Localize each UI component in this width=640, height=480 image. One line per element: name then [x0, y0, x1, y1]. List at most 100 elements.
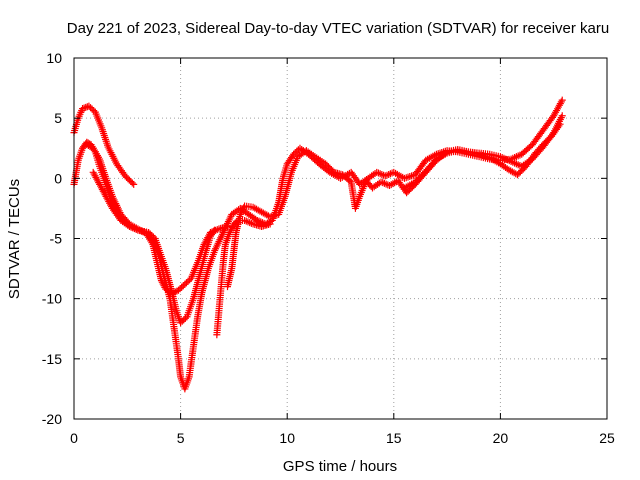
data-point: [414, 175, 422, 183]
data-point: [237, 209, 245, 217]
data-point: [174, 286, 182, 294]
data-point: [266, 220, 274, 228]
data-point: [226, 227, 234, 235]
data-point: [291, 149, 299, 157]
data-point: [224, 222, 232, 230]
data-point: [379, 179, 387, 187]
data-point: [558, 96, 566, 104]
data-point: [128, 179, 136, 187]
data-point: [293, 147, 301, 155]
data-point: [376, 170, 384, 178]
data-point: [406, 173, 414, 181]
data-point: [181, 280, 189, 288]
data-point: [247, 219, 255, 227]
data-point: [177, 319, 185, 327]
x-tick-label: 15: [386, 430, 402, 446]
data-point: [417, 172, 425, 180]
data-point: [146, 230, 154, 238]
axis-ticks: [73, 57, 608, 420]
data-point: [148, 231, 156, 239]
data-point: [411, 178, 419, 186]
data-point: [385, 170, 393, 178]
data-point: [413, 176, 421, 184]
data-point: [129, 224, 137, 232]
data-point: [242, 217, 250, 225]
y-tick-label: 5: [54, 110, 62, 126]
data-point: [290, 150, 298, 158]
data-point: [184, 277, 192, 285]
chart-title: Day 221 of 2023, Sidereal Day-to-day VTE…: [67, 20, 609, 37]
data-point: [210, 228, 218, 236]
data-point: [416, 173, 424, 181]
y-tick-label: -15: [42, 351, 62, 367]
data-point: [377, 178, 385, 186]
y-tick-label: 10: [46, 50, 62, 66]
data-points: [70, 96, 566, 393]
series-3: [89, 168, 219, 327]
data-point: [132, 225, 140, 233]
data-point: [244, 218, 252, 226]
grid-lines: [74, 58, 607, 419]
series-1: [70, 96, 566, 393]
y-tick-label: -5: [50, 231, 63, 247]
data-point: [127, 223, 135, 231]
data-point: [85, 102, 93, 110]
data-point: [239, 205, 247, 213]
series-6: [400, 112, 566, 192]
data-point: [80, 104, 88, 112]
data-point: [87, 104, 95, 112]
data-point: [125, 222, 133, 230]
y-tick-label: -20: [42, 411, 62, 427]
y-tick-label: -10: [42, 291, 62, 307]
y-tick-label: 0: [54, 170, 62, 186]
data-point: [182, 279, 190, 287]
x-tick-label: 5: [177, 430, 185, 446]
data-point: [176, 285, 184, 293]
data-point: [181, 314, 189, 322]
data-point: [145, 228, 153, 236]
data-point: [255, 217, 263, 225]
data-point: [558, 112, 566, 120]
data-point: [226, 228, 234, 236]
data-point: [159, 280, 167, 288]
data-point: [179, 282, 187, 290]
x-tick-label: 20: [493, 430, 509, 446]
data-point: [374, 169, 382, 177]
data-point: [88, 105, 96, 113]
data-point: [178, 283, 186, 291]
data-point: [160, 282, 168, 290]
data-point: [227, 225, 235, 233]
data-point: [158, 278, 166, 286]
data-point: [381, 172, 389, 180]
data-point: [419, 170, 427, 178]
x-axis-label: GPS time / hours: [283, 458, 397, 475]
data-point: [404, 173, 412, 181]
data-point: [402, 174, 410, 182]
data-point: [178, 317, 186, 325]
data-point: [79, 105, 87, 113]
x-tick-label: 0: [70, 430, 78, 446]
data-point: [238, 207, 246, 215]
data-point: [83, 103, 91, 111]
x-tick-label: 25: [599, 430, 615, 446]
data-point: [257, 218, 265, 226]
data-point: [373, 168, 381, 176]
series-4: [213, 216, 274, 339]
x-tick-label: 10: [279, 430, 295, 446]
data-point: [253, 216, 261, 224]
data-point: [180, 316, 188, 324]
series-2: [83, 141, 232, 298]
data-point: [378, 170, 386, 178]
y-axis-label: SDTVAR / TECUs: [6, 179, 23, 299]
data-point: [240, 204, 248, 212]
data-point: [246, 219, 254, 227]
data-point: [380, 179, 388, 187]
data-point: [157, 277, 165, 285]
data-point: [236, 210, 244, 218]
data-point: [130, 180, 138, 188]
data-point: [131, 225, 139, 233]
data-point: [383, 171, 391, 179]
data-point: [228, 223, 236, 231]
tick-labels: 0 5 10 15 20 25 -20 -15 -10 -5 0 5 10: [42, 50, 615, 446]
